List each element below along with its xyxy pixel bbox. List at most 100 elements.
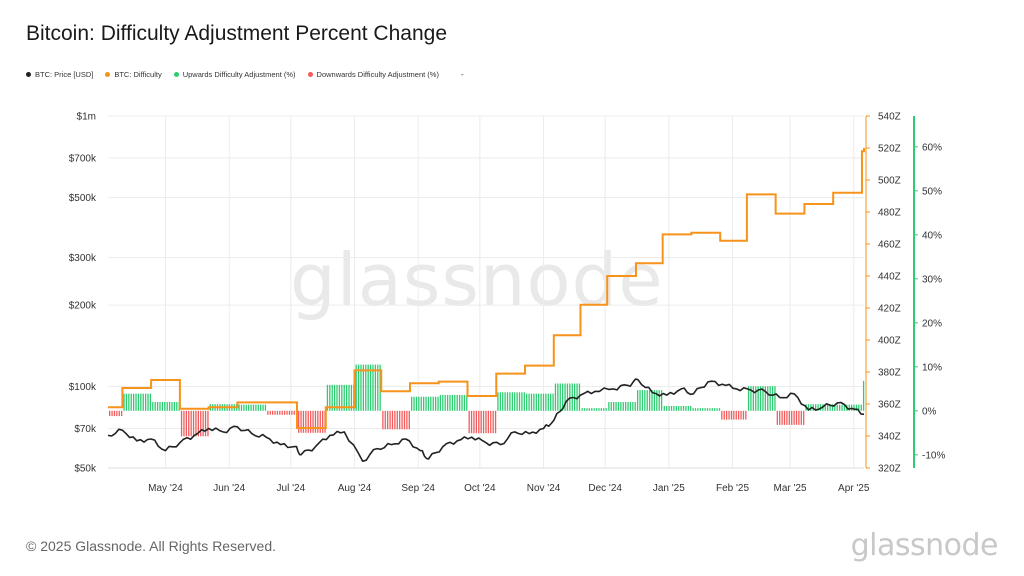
up-adjustment-bar — [678, 405, 680, 411]
up-adjustment-bar — [418, 396, 420, 411]
down-adjustment-bar — [291, 410, 293, 415]
legend-item-up[interactable]: Upwards Difficulty Adjustment (%) — [173, 70, 296, 79]
down-adjustment-bar — [312, 410, 314, 433]
down-adjustment-bar — [795, 410, 798, 425]
down-adjustment-bar — [728, 410, 730, 420]
legend-item-down[interactable]: Downwards Difficulty Adjustment (%) — [307, 70, 439, 79]
up-adjustment-bar — [656, 390, 658, 411]
down-adjustment-bar — [742, 410, 745, 420]
down-adjustment-bar — [798, 410, 800, 425]
left-tick-label: $70k — [74, 424, 97, 435]
up-adjustment-bar — [413, 396, 415, 411]
up-adjustment-bar — [442, 394, 444, 411]
up-adjustment-bar — [718, 408, 721, 411]
down-adjustment-bar — [286, 410, 288, 415]
down-adjustment-bar — [478, 410, 480, 434]
up-adjustment-bar — [836, 404, 838, 411]
up-adjustment-bar — [711, 408, 713, 411]
x-tick-label: Jul '24 — [277, 483, 306, 494]
down-adjustment-bar — [121, 410, 123, 417]
legend-item-price[interactable]: BTC: Price [USD] — [26, 70, 93, 79]
up-adjustment-bar — [588, 408, 590, 411]
down-adjustment-bar — [202, 410, 204, 437]
up-adjustment-bar — [502, 392, 504, 411]
right-tick-label: 480Z — [878, 208, 901, 219]
up-adjustment-bar — [140, 393, 142, 411]
down-adjustment-bar — [786, 410, 788, 425]
up-adjustment-bar — [752, 386, 755, 411]
up-adjustment-bar — [377, 364, 379, 411]
right-tick-label: 520Z — [878, 144, 901, 155]
up-adjustment-bar — [166, 402, 168, 411]
up-adjustment-bar — [430, 396, 432, 411]
down-adjustment-bar — [109, 410, 111, 417]
up-adjustment-bar — [841, 404, 843, 411]
up-adjustment-bar — [641, 390, 644, 411]
down-adjustment-bar — [793, 410, 795, 425]
up-adjustment-bar — [625, 402, 627, 411]
up-adjustment-bar — [860, 404, 862, 411]
up-adjustment-bar — [458, 394, 461, 411]
up-adjustment-bar — [600, 408, 602, 411]
up-adjustment-bar — [862, 380, 865, 411]
down-adjustment-bar — [745, 410, 747, 420]
up-adjustment-bar — [331, 384, 333, 411]
up-adjustment-bar — [168, 402, 171, 411]
pct-tick-label: 40% — [922, 230, 942, 241]
down-adjustment-bar — [113, 410, 116, 417]
down-adjustment-bar — [725, 410, 728, 420]
up-adjustment-bar — [644, 390, 646, 411]
up-adjustment-bar — [653, 390, 656, 411]
up-adjustment-bar — [427, 396, 430, 411]
up-adjustment-bar — [714, 408, 716, 411]
up-adjustment-bar — [379, 364, 381, 411]
legend-label-price: BTC: Price [USD] — [35, 70, 94, 79]
up-adjustment-bar — [610, 402, 612, 411]
up-adjustment-bar — [336, 384, 338, 411]
up-adjustment-bar — [260, 404, 262, 411]
down-adjustment-bar — [300, 410, 302, 433]
up-adjustment-bar — [759, 386, 762, 411]
right-tick-label: 540Z — [878, 112, 901, 123]
up-adjustment-bar — [716, 408, 718, 411]
down-adjustment-bar — [480, 410, 482, 434]
down-adjustment-bar — [118, 410, 120, 417]
watermark: glassnode — [290, 238, 664, 322]
down-adjustment-bar — [394, 410, 396, 430]
pct-tick-label: 30% — [922, 274, 942, 285]
up-adjustment-bar — [697, 408, 699, 411]
left-tick-label: $200k — [69, 301, 97, 312]
up-adjustment-bar — [595, 408, 598, 411]
up-adjustment-bar — [415, 396, 418, 411]
right-tick-label: 360Z — [878, 400, 901, 411]
up-adjustment-bar — [350, 384, 353, 411]
up-adjustment-bar — [747, 386, 750, 411]
down-adjustment-bar — [319, 410, 321, 433]
down-adjustment-bar — [293, 410, 295, 415]
up-adjustment-bar — [530, 393, 533, 411]
up-adjustment-bar — [545, 393, 547, 411]
up-adjustment-bar — [566, 383, 569, 411]
down-adjustment-bar — [305, 410, 307, 433]
legend-item-difficulty[interactable]: BTC: Difficulty — [105, 70, 162, 79]
down-adjustment-bar — [190, 410, 192, 437]
up-adjustment-bar — [843, 404, 846, 411]
up-adjustment-bar — [617, 402, 620, 411]
pct-tick-label: 50% — [922, 186, 942, 197]
up-adjustment-bar — [535, 393, 537, 411]
up-adjustment-bar — [764, 386, 767, 411]
up-adjustment-bar — [774, 386, 776, 411]
legend-dot-up — [173, 72, 179, 77]
up-adjustment-bar — [831, 404, 834, 411]
down-adjustment-bar — [384, 410, 386, 430]
down-adjustment-bar — [197, 410, 200, 437]
up-adjustment-bar — [824, 404, 826, 411]
brand-logo: glassnode — [850, 528, 999, 563]
up-adjustment-bar — [632, 402, 634, 411]
up-adjustment-bar — [449, 394, 451, 411]
up-adjustment-bar — [660, 390, 663, 411]
up-adjustment-bar — [437, 396, 439, 411]
down-adjustment-bar — [788, 410, 790, 425]
down-adjustment-bar — [401, 410, 403, 430]
up-adjustment-bar — [326, 384, 329, 411]
